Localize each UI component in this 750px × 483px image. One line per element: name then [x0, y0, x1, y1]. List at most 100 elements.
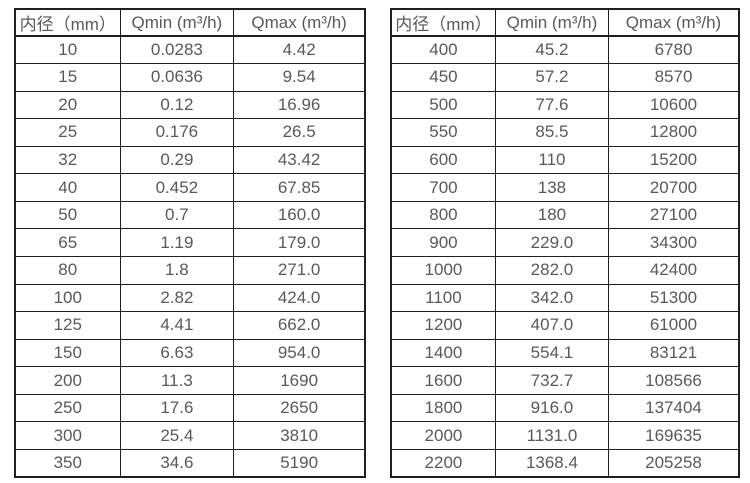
cell-inner-diameter: 1600 [390, 366, 496, 395]
cell-inner-diameter: 500 [390, 90, 496, 120]
cell-qmax: 3810 [233, 421, 366, 450]
cell-inner-diameter: 10 [14, 35, 121, 65]
cell-qmin: 1368.4 [494, 448, 609, 478]
cell-qmin: 554.1 [494, 338, 609, 368]
column-header-inner-diameter: 内径（mm） [390, 8, 496, 37]
header-row: 内径（mm） Qmin (m³/h) Qmax (m³/h) [390, 8, 740, 37]
cell-qmax: 34300 [607, 228, 740, 257]
cell-qmin: 180 [494, 200, 609, 230]
cell-qmax: 10600 [607, 90, 740, 120]
cell-qmax: 43.42 [233, 145, 366, 175]
cell-qmax: 9.54 [233, 63, 366, 92]
cell-qmin: 1131.0 [494, 421, 609, 450]
cell-inner-diameter: 200 [14, 366, 121, 395]
cell-qmin: 77.6 [494, 90, 609, 120]
cell-qmin: 0.452 [119, 173, 235, 202]
table-row: 25 0.176 26.5 [14, 118, 366, 147]
table-row: 32 0.29 43.42 [14, 145, 366, 175]
cell-qmax: 4.42 [233, 35, 366, 65]
cell-qmax: 2650 [233, 393, 366, 423]
cell-qmax: 160.0 [233, 200, 366, 230]
table-row: 450 57.2 8570 [390, 63, 740, 92]
column-header-qmin: Qmin (m³/h) [494, 8, 609, 37]
table-row: 1800 916.0 137404 [390, 393, 740, 423]
table-row: 10 0.0283 4.42 [14, 35, 366, 65]
table-row: 65 1.19 179.0 [14, 228, 366, 257]
cell-inner-diameter: 450 [390, 63, 496, 92]
cell-inner-diameter: 125 [14, 311, 121, 340]
cell-inner-diameter: 550 [390, 118, 496, 147]
table-row: 100 2.82 424.0 [14, 283, 366, 313]
cell-qmin: 110 [494, 145, 609, 175]
cell-qmax: 954.0 [233, 338, 366, 368]
cell-qmax: 67.85 [233, 173, 366, 202]
cell-inner-diameter: 350 [14, 448, 121, 478]
cell-qmin: 0.0636 [119, 63, 235, 92]
table-row: 250 17.6 2650 [14, 393, 366, 423]
cell-qmax: 16.96 [233, 90, 366, 120]
table-row: 15 0.0636 9.54 [14, 63, 366, 92]
cell-qmin: 407.0 [494, 311, 609, 340]
header-row: 内径（mm） Qmin (m³/h) Qmax (m³/h) [14, 8, 366, 37]
cell-qmax: 8570 [607, 63, 740, 92]
cell-qmin: 4.41 [119, 311, 235, 340]
table-row: 800 180 27100 [390, 200, 740, 230]
table-row: 200 11.3 1690 [14, 366, 366, 395]
cell-inner-diameter: 700 [390, 173, 496, 202]
table-row: 600 110 15200 [390, 145, 740, 175]
cell-qmin: 17.6 [119, 393, 235, 423]
cell-inner-diameter: 1100 [390, 283, 496, 313]
cell-qmin: 282.0 [494, 256, 609, 285]
cell-qmin: 6.63 [119, 338, 235, 368]
cell-qmin: 732.7 [494, 366, 609, 395]
cell-inner-diameter: 300 [14, 421, 121, 450]
column-header-qmax: Qmax (m³/h) [607, 8, 740, 37]
cell-qmin: 0.12 [119, 90, 235, 120]
cell-qmax: 108566 [607, 366, 740, 395]
cell-qmax: 424.0 [233, 283, 366, 313]
cell-inner-diameter: 800 [390, 200, 496, 230]
table-body: 10 0.0283 4.42 15 0.0636 9.54 20 0.12 16.96 25 0.1… [14, 35, 366, 478]
table-header: 内径（mm） Qmin (m³/h) Qmax (m³/h) [14, 8, 366, 37]
cell-qmin: 916.0 [494, 393, 609, 423]
table-row: 1400 554.1 83121 [390, 338, 740, 368]
table-row: 20 0.12 16.96 [14, 90, 366, 120]
cell-inner-diameter: 1000 [390, 256, 496, 285]
cell-qmax: 42400 [607, 256, 740, 285]
cell-qmax: 137404 [607, 393, 740, 423]
cell-inner-diameter: 1200 [390, 311, 496, 340]
cell-qmin: 25.4 [119, 421, 235, 450]
cell-qmax: 51300 [607, 283, 740, 313]
cell-qmax: 662.0 [233, 311, 366, 340]
cell-qmin: 1.19 [119, 228, 235, 257]
cell-inner-diameter: 80 [14, 256, 121, 285]
table-row: 40 0.452 67.85 [14, 173, 366, 202]
cell-inner-diameter: 32 [14, 145, 121, 175]
table-body: 400 45.2 6780 450 57.2 8570 500 77.6 10600 550 85.… [390, 35, 740, 478]
cell-inner-diameter: 20 [14, 90, 121, 120]
cell-qmax: 61000 [607, 311, 740, 340]
cell-qmin: 0.176 [119, 118, 235, 147]
cell-qmin: 45.2 [494, 35, 609, 65]
table-row: 700 138 20700 [390, 173, 740, 202]
cell-qmin: 138 [494, 173, 609, 202]
cell-qmin: 0.7 [119, 200, 235, 230]
cell-inner-diameter: 1400 [390, 338, 496, 368]
cell-qmax: 12800 [607, 118, 740, 147]
cell-qmax: 271.0 [233, 256, 366, 285]
table-header: 内径（mm） Qmin (m³/h) Qmax (m³/h) [390, 8, 740, 37]
cell-qmax: 1690 [233, 366, 366, 395]
cell-qmax: 15200 [607, 145, 740, 175]
flow-rate-table-dn400-2200: 内径（mm） Qmin (m³/h) Qmax (m³/h) 400 45.2 67… [390, 8, 740, 478]
cell-qmax: 27100 [607, 200, 740, 230]
table-row: 350 34.6 5190 [14, 448, 366, 478]
table-row: 1200 407.0 61000 [390, 311, 740, 340]
table-row: 550 85.5 12800 [390, 118, 740, 147]
column-header-qmax: Qmax (m³/h) [233, 8, 366, 37]
cell-qmax: 205258 [607, 448, 740, 478]
table-row: 2000 1131.0 169635 [390, 421, 740, 450]
cell-qmin: 342.0 [494, 283, 609, 313]
cell-qmin: 0.29 [119, 145, 235, 175]
table-row: 50 0.7 160.0 [14, 200, 366, 230]
cell-inner-diameter: 250 [14, 393, 121, 423]
